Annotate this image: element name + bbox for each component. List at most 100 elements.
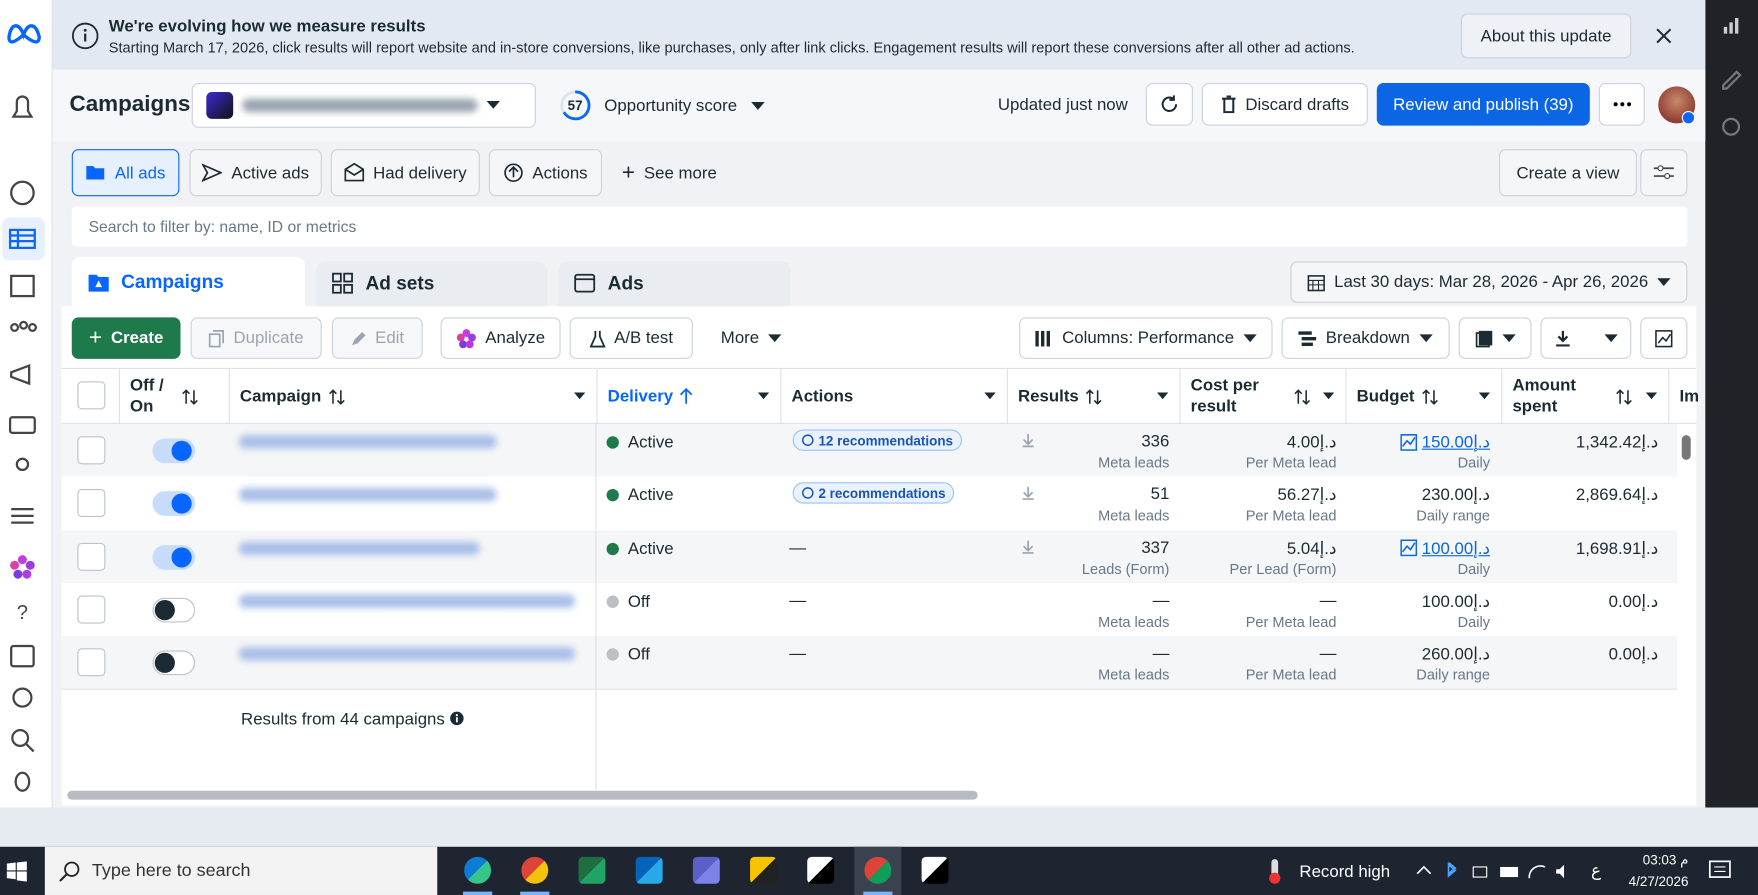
- taskbar-search[interactable]: Type here to search: [44, 846, 438, 895]
- reports-icon[interactable]: [10, 644, 35, 668]
- filter-tab[interactable]: Actions: [488, 149, 603, 197]
- refresh-button[interactable]: [1145, 82, 1193, 126]
- close-banner[interactable]: [1656, 28, 1672, 44]
- column-divider: [1345, 367, 1347, 424]
- history-icon[interactable]: [1722, 117, 1741, 136]
- taskbar-app[interactable]: [683, 847, 730, 895]
- analyze-button[interactable]: Analyze: [440, 317, 561, 359]
- start-button[interactable]: [6, 861, 27, 882]
- plus-icon: +: [88, 325, 103, 350]
- column-header[interactable]: Campaign: [240, 373, 586, 418]
- about-update-button[interactable]: About this update: [1460, 13, 1632, 59]
- toggle[interactable]: [152, 438, 196, 464]
- discard-drafts-button[interactable]: Discard drafts: [1201, 82, 1368, 126]
- edit-button[interactable]: Edit: [331, 317, 423, 359]
- vertical-scrollbar[interactable]: [1681, 435, 1691, 460]
- header-checkbox[interactable]: [77, 381, 106, 410]
- taskbar-app[interactable]: [797, 847, 844, 895]
- opportunity-score: 57: [568, 98, 583, 113]
- taskbar-app[interactable]: [626, 847, 673, 895]
- menu-icon[interactable]: [11, 508, 34, 524]
- taskbar-app[interactable]: [740, 847, 787, 895]
- taskbar-running: [863, 891, 893, 895]
- opportunity-label[interactable]: Opportunity score: [604, 96, 738, 116]
- audiences-icon[interactable]: [10, 323, 20, 332]
- edit-icon[interactable]: [1722, 70, 1742, 90]
- pages-icon[interactable]: [10, 274, 35, 298]
- horizontal-scrollbar[interactable]: [67, 790, 978, 800]
- row-checkbox[interactable]: [77, 436, 106, 465]
- billing-icon[interactable]: [8, 416, 36, 435]
- charts-button[interactable]: [1640, 317, 1688, 359]
- search-box[interactable]: Search to filter by: name, ID or metrics: [71, 206, 1688, 247]
- column-header[interactable]: Off / On: [130, 373, 217, 418]
- campaign-name-blurred[interactable]: [238, 435, 497, 449]
- filter-tab[interactable]: Had delivery: [330, 149, 480, 197]
- row-checkbox[interactable]: [77, 595, 106, 624]
- more-button[interactable]: More: [706, 317, 797, 359]
- recommendations-pill[interactable]: 12 recommendations: [792, 429, 963, 451]
- search-icon[interactable]: [11, 729, 30, 747]
- see-more[interactable]: + See more: [613, 150, 725, 195]
- budget[interactable]: 150.00د.إ: [1351, 432, 1490, 452]
- level-tab[interactable]: Ad sets: [316, 261, 548, 307]
- columns-button[interactable]: Columns: Performance: [1019, 317, 1273, 359]
- column-header[interactable]: Delivery: [608, 373, 770, 418]
- filter-tab[interactable]: Active ads: [189, 149, 322, 197]
- toggle[interactable]: [152, 491, 196, 517]
- notification-center[interactable]: [1708, 860, 1734, 882]
- toggle[interactable]: [152, 597, 196, 623]
- events-icon[interactable]: [15, 457, 30, 472]
- taskbar-app[interactable]: [912, 847, 959, 895]
- ads-icon[interactable]: [10, 364, 31, 386]
- export-button[interactable]: [1540, 317, 1632, 359]
- help-icon[interactable]: ?: [17, 602, 28, 624]
- create-view-button[interactable]: Create a view: [1499, 149, 1637, 197]
- duplicate-button[interactable]: Duplicate: [190, 317, 322, 359]
- column-header[interactable]: Amount spent: [1512, 373, 1658, 418]
- reports-button[interactable]: [1458, 317, 1532, 359]
- overview-icon[interactable]: [10, 180, 35, 206]
- campaign-name-blurred[interactable]: [238, 647, 576, 661]
- settings-icon[interactable]: [12, 687, 33, 708]
- campaigns-icon[interactable]: [8, 228, 36, 249]
- account-selector[interactable]: [191, 82, 536, 128]
- bug-icon[interactable]: [14, 771, 31, 792]
- date-range-picker[interactable]: Last 30 days: Mar 28, 2026 - Apr 26, 202…: [1290, 261, 1688, 303]
- campaign-name-blurred[interactable]: [238, 541, 480, 555]
- campaign-name-blurred[interactable]: [238, 594, 576, 608]
- customize-button[interactable]: [1640, 149, 1688, 197]
- taskbar-app[interactable]: [854, 846, 902, 895]
- column-header[interactable]: Im: [1680, 373, 1700, 418]
- row-checkbox[interactable]: [77, 542, 106, 571]
- chart-icon[interactable]: [1723, 17, 1739, 34]
- campaign-name-blurred[interactable]: [238, 488, 497, 502]
- level-tab[interactable]: Campaigns: [71, 256, 305, 308]
- budget[interactable]: 100.00د.إ: [1351, 538, 1490, 558]
- row-checkbox[interactable]: [77, 648, 106, 677]
- row-checkbox[interactable]: [77, 489, 106, 518]
- recommendations-pill[interactable]: 2 recommendations: [792, 482, 955, 504]
- column-header[interactable]: Cost per result: [1191, 373, 1335, 418]
- taskbar-app[interactable]: [511, 847, 558, 895]
- meta-logo[interactable]: [7, 24, 41, 44]
- taskbar-app[interactable]: [568, 847, 615, 895]
- column-header[interactable]: Results: [1018, 373, 1169, 418]
- edit-label: Edit: [375, 328, 405, 348]
- breakdown-button[interactable]: Breakdown: [1281, 317, 1450, 359]
- create-button[interactable]: + Create: [71, 317, 181, 359]
- column-header-label: Cost per result: [1190, 375, 1259, 417]
- taskbar-app[interactable]: [454, 847, 501, 895]
- level-tab[interactable]: Ads: [558, 261, 791, 307]
- column-header[interactable]: Budget: [1357, 373, 1491, 418]
- toggle[interactable]: [152, 544, 196, 570]
- column-header[interactable]: Actions: [792, 373, 996, 418]
- publish-button[interactable]: Review and publish (39): [1376, 82, 1590, 126]
- more-menu[interactable]: [1598, 82, 1645, 126]
- input-language[interactable]: ع: [1590, 861, 1601, 881]
- ab-test-button[interactable]: A/B test: [569, 317, 693, 359]
- notifications-icon[interactable]: [11, 95, 34, 118]
- toggle[interactable]: [152, 650, 196, 676]
- flower-icon[interactable]: [10, 555, 35, 579]
- filter-tab[interactable]: All ads: [71, 149, 180, 197]
